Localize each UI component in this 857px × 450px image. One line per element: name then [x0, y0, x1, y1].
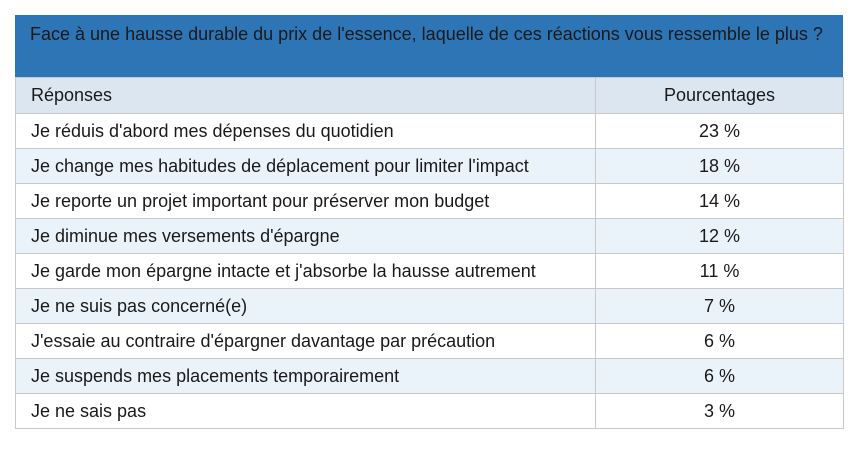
survey-question: Face à une hausse durable du prix de l'e…	[15, 15, 843, 77]
survey-results: Face à une hausse durable du prix de l'e…	[15, 15, 844, 429]
percentage-cell: 3 %	[595, 393, 844, 429]
response-cell: Je change mes habitudes de déplacement p…	[15, 148, 596, 184]
response-cell: Je réduis d'abord mes dépenses du quotid…	[15, 113, 596, 149]
percentage-cell: 18 %	[595, 148, 844, 184]
percentage-cell: 23 %	[595, 113, 844, 149]
percentage-cell: 14 %	[595, 183, 844, 219]
percentage-cell: 12 %	[595, 218, 844, 254]
response-cell: Je garde mon épargne intacte et j'absorb…	[15, 253, 596, 289]
table-row: J'essaie au contraire d'épargner davanta…	[15, 323, 844, 359]
response-cell: Je ne sais pas	[15, 393, 596, 429]
table-row: Je ne sais pas 3 %	[15, 393, 844, 429]
response-cell: Je diminue mes versements d'épargne	[15, 218, 596, 254]
response-cell: J'essaie au contraire d'épargner davanta…	[15, 323, 596, 359]
response-cell: Je suspends mes placements temporairemen…	[15, 358, 596, 394]
percentage-cell: 6 %	[595, 358, 844, 394]
column-header-responses: Réponses	[15, 77, 596, 114]
percentage-cell: 6 %	[595, 323, 844, 359]
response-cell: Je ne suis pas concerné(e)	[15, 288, 596, 324]
table-row: Je réduis d'abord mes dépenses du quotid…	[15, 113, 844, 149]
results-table: Réponses Pourcentages Je réduis d'abord …	[15, 77, 844, 429]
table-row: Je suspends mes placements temporairemen…	[15, 358, 844, 394]
table-row: Je reporte un projet important pour prés…	[15, 183, 844, 219]
table-header-row: Réponses Pourcentages	[15, 77, 844, 114]
table-row: Je diminue mes versements d'épargne 12 %	[15, 218, 844, 254]
percentage-cell: 11 %	[595, 253, 844, 289]
table-row: Je garde mon épargne intacte et j'absorb…	[15, 253, 844, 289]
column-header-percentages: Pourcentages	[595, 77, 844, 114]
percentage-cell: 7 %	[595, 288, 844, 324]
table-row: Je ne suis pas concerné(e) 7 %	[15, 288, 844, 324]
response-cell: Je reporte un projet important pour prés…	[15, 183, 596, 219]
table-row: Je change mes habitudes de déplacement p…	[15, 148, 844, 184]
